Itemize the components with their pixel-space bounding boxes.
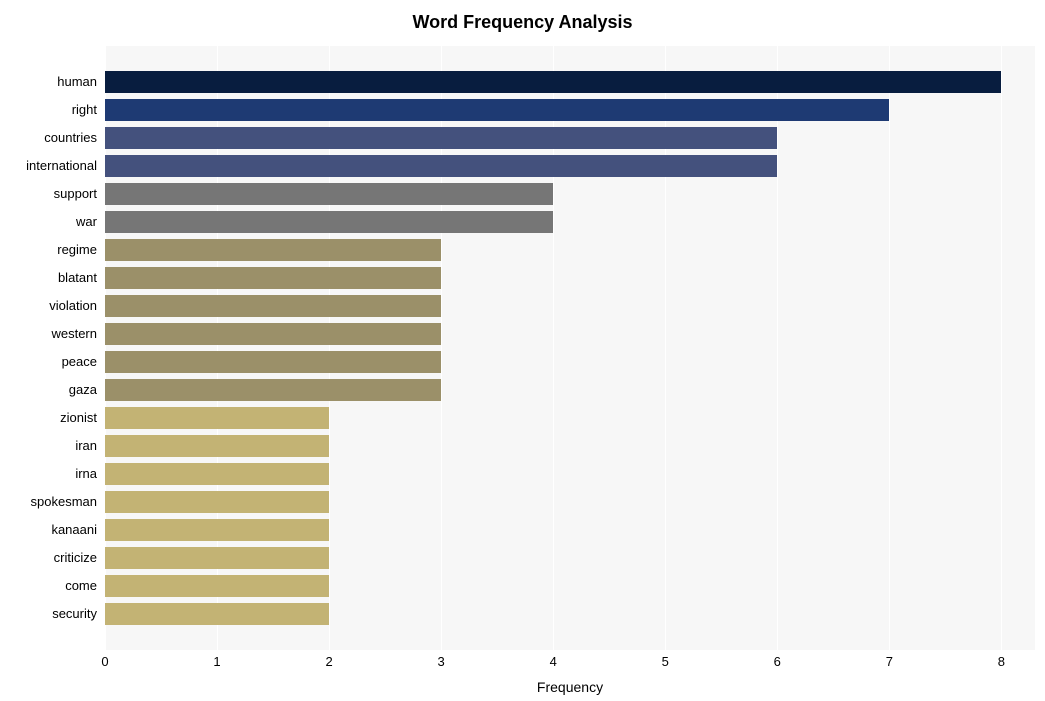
- y-tick-label: come: [65, 575, 97, 597]
- x-tick-label: 7: [886, 654, 893, 669]
- bar: [105, 211, 553, 233]
- y-tick-label: iran: [75, 435, 97, 457]
- bar: [105, 435, 329, 457]
- bar: [105, 155, 777, 177]
- bar: [105, 603, 329, 625]
- y-tick-label: irna: [75, 463, 97, 485]
- x-tick-label: 0: [101, 654, 108, 669]
- x-tick-label: 8: [998, 654, 1005, 669]
- y-tick-label: blatant: [58, 267, 97, 289]
- y-tick-label: violation: [49, 295, 97, 317]
- gridline: [1001, 46, 1002, 650]
- bar: [105, 351, 441, 373]
- x-axis-label: Frequency: [105, 679, 1035, 695]
- x-tick-label: 4: [550, 654, 557, 669]
- bar: [105, 127, 777, 149]
- bar: [105, 183, 553, 205]
- y-tick-label: war: [76, 211, 97, 233]
- y-tick-label: criticize: [54, 547, 97, 569]
- gridline: [889, 46, 890, 650]
- bar: [105, 379, 441, 401]
- y-tick-label: countries: [44, 127, 97, 149]
- y-tick-label: right: [72, 99, 97, 121]
- y-tick-label: peace: [62, 351, 97, 373]
- y-tick-label: gaza: [69, 379, 97, 401]
- word-frequency-chart: Word Frequency Analysis Frequency 0 1 2 3 4 5…: [0, 0, 1045, 701]
- bar: [105, 99, 889, 121]
- plot-area: [105, 46, 1035, 650]
- y-tick-label: western: [51, 323, 97, 345]
- bar: [105, 463, 329, 485]
- y-tick-label: support: [54, 183, 97, 205]
- bar: [105, 267, 441, 289]
- y-tick-label: zionist: [60, 407, 97, 429]
- bar: [105, 71, 1001, 93]
- bar: [105, 491, 329, 513]
- bar: [105, 295, 441, 317]
- y-tick-label: security: [52, 603, 97, 625]
- gridline: [777, 46, 778, 650]
- x-tick-label: 6: [774, 654, 781, 669]
- x-tick-label: 1: [213, 654, 220, 669]
- x-tick-label: 5: [662, 654, 669, 669]
- bar: [105, 547, 329, 569]
- bar: [105, 323, 441, 345]
- bar: [105, 575, 329, 597]
- y-tick-label: kanaani: [51, 519, 97, 541]
- bar: [105, 519, 329, 541]
- y-tick-label: spokesman: [31, 491, 97, 513]
- y-tick-label: regime: [57, 239, 97, 261]
- chart-title: Word Frequency Analysis: [0, 12, 1045, 33]
- y-tick-label: international: [26, 155, 97, 177]
- x-tick-label: 3: [438, 654, 445, 669]
- y-tick-label: human: [57, 71, 97, 93]
- x-tick-label: 2: [325, 654, 332, 669]
- bar: [105, 407, 329, 429]
- bar: [105, 239, 441, 261]
